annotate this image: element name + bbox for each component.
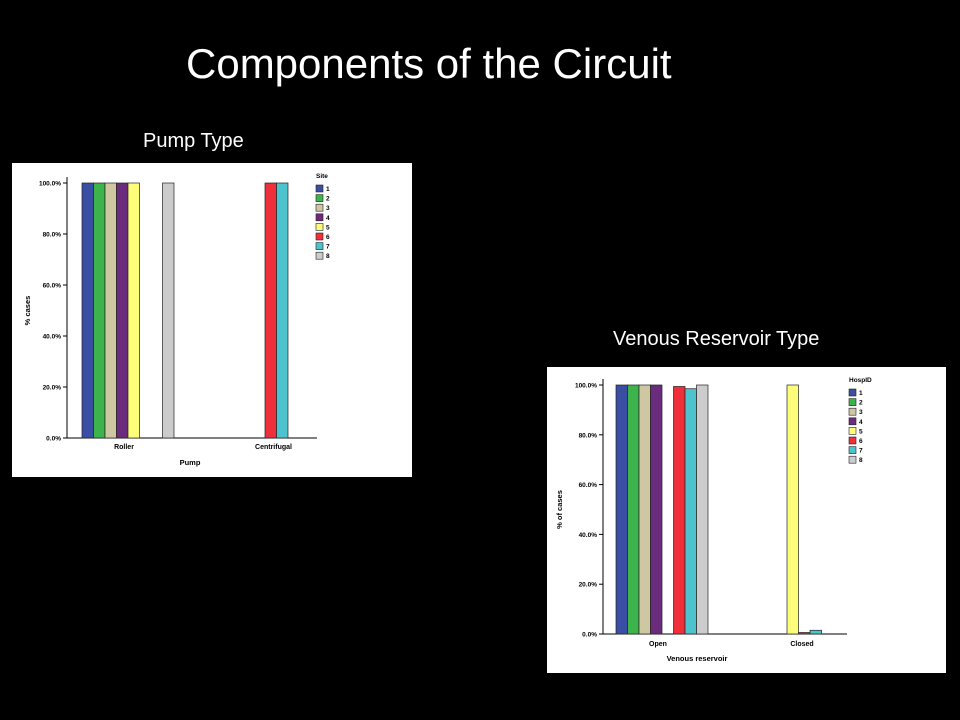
bar-roller-4 <box>116 182 129 439</box>
bar-roller-5 <box>127 182 140 439</box>
y-tick-label: 80.0% <box>43 232 62 239</box>
bar-open-3 <box>638 384 651 635</box>
bar-closed-6 <box>798 632 811 635</box>
y-tick-label: 60.0% <box>43 283 62 290</box>
legend-label: 8 <box>326 253 330 260</box>
x-tick-label: Roller <box>114 444 134 451</box>
y-tick-label: 20.0% <box>579 582 598 589</box>
venous-reservoir-chart: 0.0% 20.0% 40.0% 60.0% 80.0% 100.0% % of cases… <box>555 377 872 663</box>
legend-label: 3 <box>326 205 330 212</box>
legend-label: 8 <box>859 457 863 464</box>
legend-swatch-2 <box>848 398 857 406</box>
legend-label: 1 <box>859 390 863 397</box>
legend-label: 4 <box>859 419 863 426</box>
pump-type-chart: 0.0% 20.0% 40.0% 60.0% 80.0% 100.0% % cases Rol… <box>23 173 330 467</box>
y-tick-label: 0.0% <box>582 632 597 639</box>
legend-swatch-4 <box>848 417 857 426</box>
bar-open-1 <box>615 384 628 635</box>
bar-closed-5 <box>786 384 799 635</box>
venous-reservoir-chart-panel: 0.0% 20.0% 40.0% 60.0% 80.0% 100.0% % of cases… <box>547 367 946 673</box>
x-tick-label: Closed <box>790 641 813 648</box>
x-tick-label: Open <box>649 641 667 648</box>
legend-title: HospID <box>849 377 872 384</box>
y-tick-label: 0.0% <box>46 436 61 443</box>
pump-type-caption: Pump Type <box>143 130 244 152</box>
legend-label: 1 <box>326 186 330 193</box>
y-tick-label: 80.0% <box>579 432 598 439</box>
legend-swatch-8 <box>848 455 857 464</box>
bar-roller-3 <box>104 182 117 439</box>
legend-label: 7 <box>859 448 863 455</box>
legend-label: 7 <box>326 244 330 251</box>
bar-open-6 <box>673 386 686 635</box>
legend-swatch-3 <box>315 203 324 212</box>
legend-swatch-7 <box>848 446 857 454</box>
bar-open-4 <box>650 384 663 635</box>
legend-swatch-6 <box>848 436 857 445</box>
bar-open-7 <box>684 388 697 635</box>
legend-label: 6 <box>859 438 863 445</box>
bar-roller-2 <box>93 182 106 439</box>
y-tick-label: 20.0% <box>43 385 62 392</box>
y-axis-label: % of cases <box>555 490 564 529</box>
y-tick-label: 40.0% <box>43 334 62 341</box>
legend-title: Site <box>316 173 328 180</box>
bar-centrifugal-6 <box>264 182 277 439</box>
bar-centrifugal-7 <box>276 182 289 439</box>
legend-swatch-6 <box>315 232 324 241</box>
y-tick-label: 100.0% <box>39 181 61 188</box>
bar-closed-7 <box>809 629 822 635</box>
legend-swatch-7 <box>315 242 324 250</box>
legend-swatch-4 <box>315 213 324 222</box>
legend-label: 5 <box>859 428 863 435</box>
legend-swatch-1 <box>315 184 324 193</box>
legend-swatch-1 <box>848 388 857 397</box>
legend-label: 2 <box>859 400 863 407</box>
x-axis-label: Pump <box>180 458 201 467</box>
y-tick-label: 60.0% <box>579 482 598 489</box>
legend-label: 3 <box>859 409 863 416</box>
legend-label: 5 <box>326 224 330 231</box>
y-axis-label: % cases <box>23 296 32 326</box>
bar-roller-8 <box>162 182 175 439</box>
y-tick-label: 100.0% <box>575 383 597 390</box>
legend-swatch-8 <box>315 251 324 260</box>
legend-label: 6 <box>326 234 330 241</box>
x-axis-label: Venous reservoir <box>667 654 728 663</box>
legend-swatch-5 <box>848 427 857 435</box>
legend-swatch-3 <box>848 407 857 416</box>
y-tick-label: 40.0% <box>579 532 598 539</box>
slide-title: Components of the Circuit <box>186 40 672 87</box>
legend-swatch-2 <box>315 194 324 202</box>
legend-swatch-5 <box>315 223 324 231</box>
venous-reservoir-caption: Venous Reservoir Type <box>613 328 820 350</box>
x-tick-label: Centrifugal <box>255 444 292 451</box>
legend-label: 4 <box>326 215 330 222</box>
legend-label: 2 <box>326 196 330 203</box>
pump-type-chart-panel: 0.0% 20.0% 40.0% 60.0% 80.0% 100.0% % cases Rol… <box>12 163 412 477</box>
bar-roller-1 <box>81 182 94 439</box>
bar-open-8 <box>696 384 709 635</box>
bar-open-2 <box>627 384 640 635</box>
